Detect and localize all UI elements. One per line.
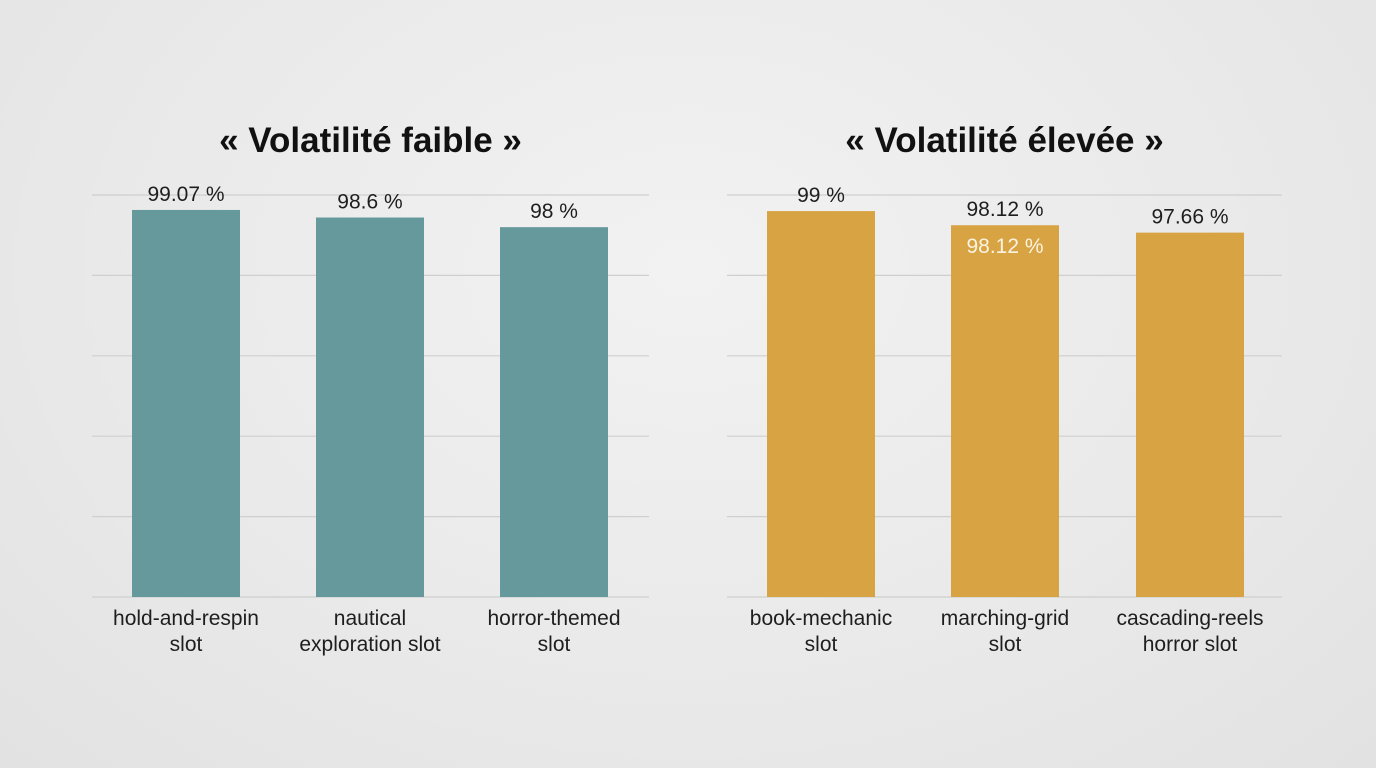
value-label: 98.12 %	[966, 198, 1043, 221]
x-tick-label: book-mechanic slot	[749, 607, 893, 656]
value-label: 99 %	[797, 184, 845, 207]
x-tick-label: hold-and-respin slot	[113, 607, 259, 656]
bar	[1136, 232, 1244, 597]
bar	[951, 225, 1059, 597]
value-label: 99.07 %	[147, 183, 224, 206]
bar	[132, 209, 240, 597]
chart-title: « Volatilité faible »	[219, 121, 522, 160]
bar	[316, 217, 424, 597]
x-tick-label: horror-themed slot	[487, 607, 621, 656]
x-tick-label: cascading-reels horror slot	[1116, 607, 1264, 656]
value-label: 97.66 %	[1151, 206, 1228, 229]
value-label: 98.6 %	[337, 191, 402, 214]
chart-title: « Volatilité élevée »	[845, 121, 1163, 160]
x-tick-label: nautical exploration slot	[299, 607, 441, 656]
x-tick-label: marching-grid slot	[940, 607, 1070, 656]
bar	[767, 211, 875, 597]
bar	[500, 227, 608, 597]
value-label: 98 %	[530, 200, 578, 223]
value-label-inner: 98.12 %	[966, 235, 1043, 258]
